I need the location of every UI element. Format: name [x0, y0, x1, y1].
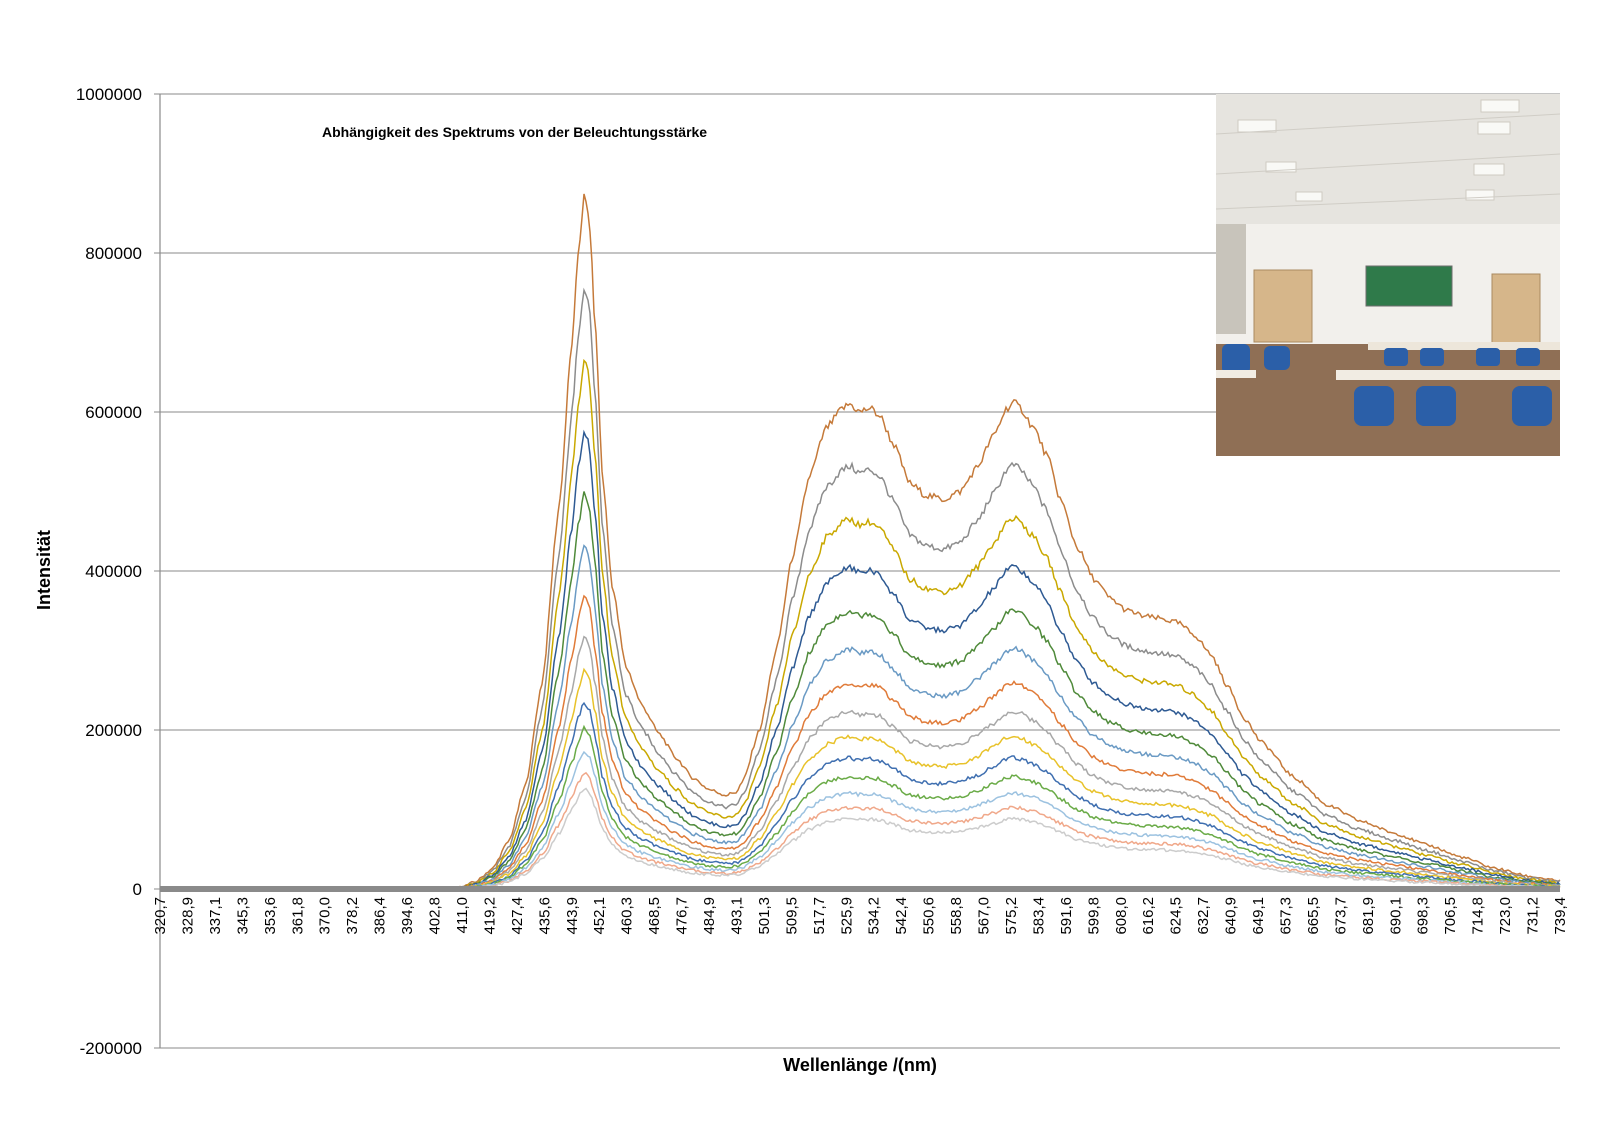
x-tick-label: 673,7 — [1332, 897, 1349, 935]
x-tick-label: 550,6 — [921, 897, 938, 935]
x-tick-label: 361,8 — [289, 897, 306, 935]
photo-table-front — [1336, 370, 1560, 380]
x-tick-label: 608,0 — [1113, 897, 1130, 935]
y-tick-label: 400000 — [85, 562, 142, 581]
photo-cabinet-right — [1491, 273, 1541, 345]
x-tick-label: 509,5 — [783, 897, 800, 935]
y-tick-labels: -200000 0 200000 400000 600000 800000 1000000 — [76, 85, 160, 1058]
x-tick-label: 567,0 — [976, 897, 993, 935]
x-tick-label: 435,6 — [536, 897, 553, 935]
x-tick-label: 632,7 — [1195, 897, 1212, 935]
photo-ceiling — [1216, 94, 1560, 224]
photo-table-left — [1216, 370, 1256, 378]
x-tick-label: 345,3 — [234, 897, 251, 935]
x-tick-label: 575,2 — [1003, 897, 1020, 935]
x-tick-label: 714,8 — [1470, 897, 1487, 935]
y-tick-label: -200000 — [80, 1039, 142, 1058]
x-axis-title: Wellenlänge /(nm) — [783, 1055, 937, 1075]
x-tick-label: 378,2 — [344, 897, 361, 935]
photo-window — [1216, 224, 1246, 334]
x-tick-label: 386,4 — [372, 897, 389, 935]
x-tick-label: 468,5 — [646, 897, 663, 935]
series-line — [159, 787, 1561, 891]
series-line — [160, 635, 1561, 891]
photo-ceiling-panels — [1216, 113, 1560, 210]
x-tick-label: 649,1 — [1250, 897, 1267, 935]
x-tick-label: 723,0 — [1497, 897, 1514, 935]
series-line — [159, 594, 1561, 891]
photo-ceiling-lights — [1237, 99, 1520, 202]
x-tick-label: 484,9 — [701, 897, 718, 935]
series-line — [159, 491, 1561, 891]
x-tick-label: 640,9 — [1223, 897, 1240, 935]
x-tick-label: 353,6 — [262, 897, 279, 935]
y-tick-label: 1000000 — [76, 85, 142, 104]
x-tick-label: 591,6 — [1058, 897, 1075, 935]
x-tick-label: 616,2 — [1140, 897, 1157, 935]
x-tick-label: 320,7 — [152, 897, 169, 935]
x-tick-label: 394,6 — [399, 897, 416, 935]
x-tick-label: 731,2 — [1525, 897, 1542, 935]
x-tick-label: 452,1 — [591, 897, 608, 935]
x-tick-label: 599,8 — [1085, 897, 1102, 935]
x-tick-label: 443,9 — [564, 897, 581, 935]
x-tick-label: 624,5 — [1168, 897, 1185, 935]
x-tick-labels: 320,7 328,9 337,1 345,3 353,6 361,8 370,0 378,2… — [152, 897, 1569, 935]
photo-chalkboard — [1365, 265, 1453, 307]
y-tick-label: 600000 — [85, 403, 142, 422]
x-tick-label: 476,7 — [674, 897, 691, 935]
y-axis-title: Intensität — [34, 530, 54, 610]
y-tick-label: 200000 — [85, 721, 142, 740]
x-tick-label: 525,9 — [838, 897, 855, 935]
photo-chairs — [1222, 344, 1552, 426]
x-tick-label: 427,4 — [509, 897, 526, 935]
y-tick-label: 800000 — [85, 244, 142, 263]
x-tick-label: 698,3 — [1415, 897, 1432, 935]
x-tick-label: 583,4 — [1030, 897, 1047, 935]
photo-cabinet-left — [1253, 269, 1313, 343]
x-tick-label: 558,8 — [948, 897, 965, 935]
x-tick-label: 337,1 — [207, 897, 224, 935]
x-tick-label: 328,9 — [179, 897, 196, 935]
classroom-photo — [1216, 94, 1560, 456]
x-tick-label: 534,2 — [866, 897, 883, 935]
photo-table-back — [1368, 342, 1560, 350]
x-tick-label: 657,3 — [1277, 897, 1294, 935]
x-tick-label: 411,0 — [454, 897, 471, 933]
series-line — [159, 429, 1561, 891]
x-tick-label: 517,7 — [811, 897, 828, 935]
chart-title: Abhängigkeit des Spektrums von der Beleu… — [322, 124, 707, 140]
x-tick-label: 460,3 — [619, 897, 636, 935]
x-tick-label: 542,4 — [893, 897, 910, 935]
x-tick-label: 402,8 — [427, 897, 444, 935]
x-tick-label: 419,2 — [481, 897, 498, 935]
x-tick-label: 706,5 — [1442, 897, 1459, 935]
x-tick-label: 501,3 — [756, 897, 773, 935]
x-tick-label: 493,1 — [728, 897, 745, 935]
x-tick-label: 665,5 — [1305, 897, 1322, 935]
x-tick-label: 739,4 — [1552, 897, 1569, 935]
x-tick-label: 690,1 — [1387, 897, 1404, 935]
y-tick-label: 0 — [133, 880, 142, 899]
x-tick-label: 681,9 — [1360, 897, 1377, 935]
x-tick-label: 370,0 — [317, 897, 334, 935]
